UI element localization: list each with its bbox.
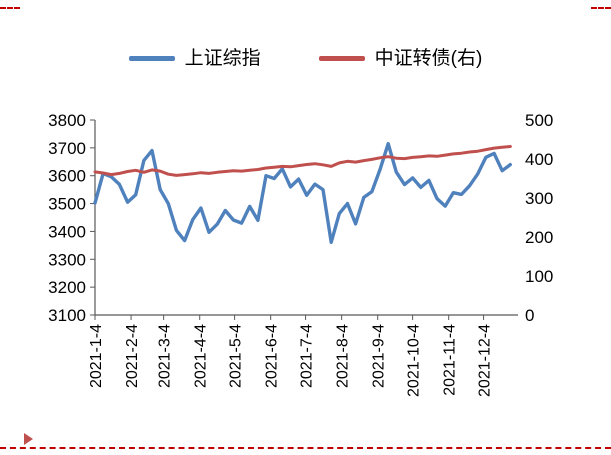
legend-item-sse-composite: 上证综指 bbox=[128, 48, 261, 69]
page-break-dash-top-right bbox=[591, 7, 611, 9]
anchor-triangle-icon bbox=[24, 433, 33, 445]
svg-text:2021-3-4: 2021-3-4 bbox=[157, 324, 174, 388]
legend-item-csi-convertible-bond: 中证转债(右) bbox=[318, 48, 483, 69]
page-break-dash-bottom bbox=[0, 447, 611, 449]
svg-text:300: 300 bbox=[525, 189, 553, 208]
svg-text:2021-8-4: 2021-8-4 bbox=[335, 324, 352, 388]
svg-text:2021-10-4: 2021-10-4 bbox=[406, 324, 423, 397]
svg-text:2021-9-4: 2021-9-4 bbox=[371, 324, 388, 388]
svg-text:100: 100 bbox=[525, 267, 553, 286]
svg-text:3300: 3300 bbox=[48, 250, 86, 269]
page-break-dash-top-left bbox=[0, 7, 20, 9]
svg-text:3600: 3600 bbox=[48, 167, 86, 186]
svg-text:3500: 3500 bbox=[48, 195, 86, 214]
svg-text:2021-5-4: 2021-5-4 bbox=[228, 324, 245, 388]
svg-text:400: 400 bbox=[525, 150, 553, 169]
svg-text:2021-4-4: 2021-4-4 bbox=[193, 324, 210, 388]
chart-legend: 上证综指 中证转债(右) bbox=[0, 49, 611, 68]
svg-text:0: 0 bbox=[525, 306, 534, 325]
svg-text:2021-7-4: 2021-7-4 bbox=[299, 324, 316, 388]
svg-text:3100: 3100 bbox=[48, 306, 86, 325]
svg-text:3200: 3200 bbox=[48, 278, 86, 297]
legend-line-swatch-blue bbox=[128, 56, 175, 61]
svg-text:200: 200 bbox=[525, 228, 553, 247]
svg-text:2021-1-4: 2021-1-4 bbox=[88, 324, 105, 388]
svg-text:2021-2-4: 2021-2-4 bbox=[124, 324, 141, 388]
legend-label-csi-convertible-bond: 中证转债(右) bbox=[374, 48, 483, 69]
legend-line-swatch-red bbox=[318, 56, 365, 61]
svg-text:3800: 3800 bbox=[48, 111, 86, 130]
svg-text:500: 500 bbox=[525, 111, 553, 130]
svg-text:3700: 3700 bbox=[48, 139, 86, 158]
svg-text:2021-11-4: 2021-11-4 bbox=[442, 324, 459, 396]
svg-text:3400: 3400 bbox=[48, 222, 86, 241]
svg-text:2021-6-4: 2021-6-4 bbox=[264, 324, 281, 388]
svg-text:2021-12-4: 2021-12-4 bbox=[477, 324, 494, 397]
legend-label-sse-composite: 上证综指 bbox=[184, 48, 261, 69]
